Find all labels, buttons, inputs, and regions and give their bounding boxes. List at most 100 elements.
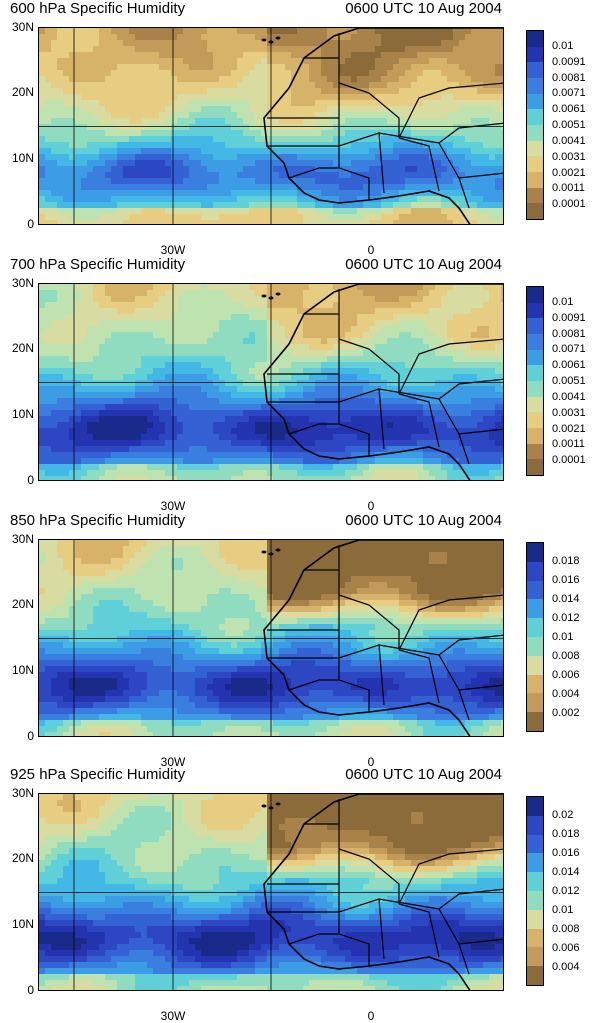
map-plot xyxy=(38,793,504,991)
colorbar-swatch xyxy=(527,287,543,303)
colorbar-label: 0.0091 xyxy=(552,56,586,68)
island xyxy=(276,293,281,296)
colorbar-swatch xyxy=(527,816,543,835)
colorbar-label: 0.008 xyxy=(552,650,580,662)
colorbar-swatch xyxy=(527,188,543,204)
colorbar-swatch xyxy=(527,350,543,366)
panel-title: 850 hPa Specific Humidity xyxy=(10,512,185,529)
colorbar-swatch xyxy=(527,381,543,397)
colorbar-label: 0.0061 xyxy=(552,103,586,115)
panel-title: 700 hPa Specific Humidity xyxy=(10,256,185,273)
colorbar-swatch xyxy=(527,891,543,910)
colorbar xyxy=(526,30,544,220)
lon-label-0: 0 xyxy=(368,243,375,257)
colorbar-swatch xyxy=(527,693,543,712)
colorbar-label: 0.0001 xyxy=(552,198,586,210)
colorbar-label: 0.01 xyxy=(552,631,573,643)
colorbar-swatch xyxy=(527,428,543,444)
island xyxy=(262,39,267,42)
colorbar-swatch xyxy=(527,712,543,731)
lat-label-30n: 30N xyxy=(12,532,34,546)
colorbar-swatch xyxy=(527,412,543,428)
colorbar-swatch xyxy=(527,966,543,985)
colorbar-swatch xyxy=(527,675,543,694)
island xyxy=(276,37,281,40)
colorbar-label: 0.0001 xyxy=(552,454,586,466)
colorbar-label: 0.006 xyxy=(552,942,580,954)
colorbar-label: 0.004 xyxy=(552,961,580,973)
map-panel-850hpa: 850 hPa Specific Humidity 0600 UTC 10 Au… xyxy=(0,512,600,767)
colorbar-label: 0.02 xyxy=(552,809,573,821)
colorbar-swatch xyxy=(527,853,543,872)
lat-label-20n: 20N xyxy=(12,341,34,355)
lat-label-20n: 20N xyxy=(12,85,34,99)
colorbar-swatch xyxy=(527,62,543,78)
lat-label-10n: 10N xyxy=(12,663,34,677)
colorbar-swatch xyxy=(527,109,543,125)
colorbar-label: 0.0071 xyxy=(552,87,586,99)
lon-label-30w: 30W xyxy=(161,499,186,513)
colorbar-swatch xyxy=(527,141,543,157)
colorbar xyxy=(526,286,544,476)
colorbar-label: 0.0041 xyxy=(552,391,586,403)
panel-timestamp: 0600 UTC 10 Aug 2004 xyxy=(345,766,502,783)
lat-label-20n: 20N xyxy=(12,851,34,865)
colorbar-swatch xyxy=(527,397,543,413)
lat-label-30n: 30N xyxy=(12,276,34,290)
colorbar-swatch xyxy=(527,47,543,63)
island xyxy=(276,549,281,552)
colorbar-swatch xyxy=(527,562,543,581)
colorbar-swatch xyxy=(527,444,543,460)
colorbar-swatch xyxy=(527,929,543,948)
lon-label-0: 0 xyxy=(368,499,375,513)
lat-label-30n: 30N xyxy=(12,786,34,800)
colorbar-label: 0.008 xyxy=(552,923,580,935)
colorbar-swatch xyxy=(527,334,543,350)
colorbar-label: 0.01 xyxy=(552,904,573,916)
colorbar-swatch xyxy=(527,910,543,929)
humidity-field xyxy=(39,540,504,737)
colorbar-label: 0.0071 xyxy=(552,343,586,355)
colorbar-label: 0.0021 xyxy=(552,423,586,435)
colorbar-label: 0.01 xyxy=(552,296,573,308)
panel-title: 600 hPa Specific Humidity xyxy=(10,0,185,17)
colorbar-label: 0.0031 xyxy=(552,407,586,419)
colorbar-label: 0.006 xyxy=(552,669,580,681)
island xyxy=(276,803,281,806)
lat-label-0: 0 xyxy=(27,473,34,487)
lat-label-0: 0 xyxy=(27,729,34,743)
colorbar-swatch xyxy=(527,172,543,188)
colorbar-swatch xyxy=(527,365,543,381)
colorbar-label: 0.004 xyxy=(552,688,580,700)
lat-label-0: 0 xyxy=(27,217,34,231)
humidity-field xyxy=(39,28,504,225)
colorbar-label: 0.002 xyxy=(552,707,580,719)
humidity-field xyxy=(39,794,504,991)
colorbar-swatch xyxy=(527,303,543,319)
colorbar-swatch xyxy=(527,637,543,656)
colorbar-label: 0.0091 xyxy=(552,312,586,324)
colorbar-label: 0.0051 xyxy=(552,375,586,387)
colorbar-label: 0.0061 xyxy=(552,359,586,371)
colorbar-swatch xyxy=(527,125,543,141)
map-panel-600hpa: 600 hPa Specific Humidity 0600 UTC 10 Au… xyxy=(0,0,600,255)
lat-label-30n: 30N xyxy=(12,20,34,34)
lat-label-10n: 10N xyxy=(12,407,34,421)
lat-label-0: 0 xyxy=(27,983,34,997)
lon-label-30w: 30W xyxy=(161,243,186,257)
island xyxy=(269,297,274,300)
humidity-field xyxy=(39,284,504,481)
colorbar-label: 0.014 xyxy=(552,866,580,878)
colorbar-swatch xyxy=(527,459,543,475)
colorbar-label: 0.014 xyxy=(552,593,580,605)
colorbar-swatch xyxy=(527,872,543,891)
map-plot xyxy=(38,539,504,737)
colorbar-swatch xyxy=(527,656,543,675)
colorbar-swatch xyxy=(527,797,543,816)
colorbar-label: 0.0031 xyxy=(552,151,586,163)
colorbar xyxy=(526,542,544,732)
colorbar-swatch xyxy=(527,835,543,854)
colorbar-label: 0.012 xyxy=(552,885,580,897)
colorbar-label: 0.012 xyxy=(552,612,580,624)
lat-label-10n: 10N xyxy=(12,151,34,165)
